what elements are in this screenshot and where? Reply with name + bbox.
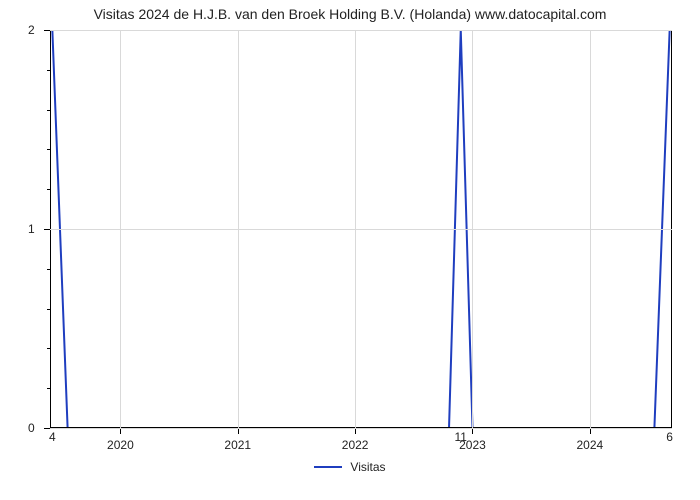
- y-minor-tick: [47, 269, 50, 270]
- y-tick-mark: [44, 428, 50, 429]
- y-minor-tick: [47, 149, 50, 150]
- y-minor-tick: [47, 309, 50, 310]
- peak-value-label: 4: [49, 430, 56, 444]
- gridline-horizontal: [50, 30, 672, 31]
- y-tick-mark: [44, 229, 50, 230]
- x-tick-label: 2024: [576, 438, 603, 452]
- y-tick-label: 0: [28, 421, 35, 435]
- y-minor-tick: [47, 70, 50, 71]
- y-minor-tick: [47, 189, 50, 190]
- y-minor-tick: [47, 110, 50, 111]
- gridline-horizontal: [50, 428, 672, 429]
- x-tick-label: 2022: [342, 438, 369, 452]
- legend-label: Visitas: [350, 460, 385, 474]
- y-minor-tick: [47, 348, 50, 349]
- legend-swatch: [314, 466, 342, 468]
- x-tick-label: 2020: [107, 438, 134, 452]
- legend: Visitas: [0, 460, 700, 474]
- gridline-horizontal: [50, 229, 672, 230]
- x-tick-label: 2021: [224, 438, 251, 452]
- y-tick-label: 2: [28, 23, 35, 37]
- y-tick-label: 1: [28, 222, 35, 236]
- chart-container: { "chart": { "type": "line", "title": "V…: [0, 0, 700, 500]
- y-minor-tick: [47, 388, 50, 389]
- chart-title: Visitas 2024 de H.J.B. van den Broek Hol…: [0, 6, 700, 22]
- peak-value-label: 11: [455, 430, 467, 444]
- plot-area: 202020212022202320240124116: [50, 30, 672, 428]
- y-tick-mark: [44, 30, 50, 31]
- peak-value-label: 6: [666, 430, 673, 444]
